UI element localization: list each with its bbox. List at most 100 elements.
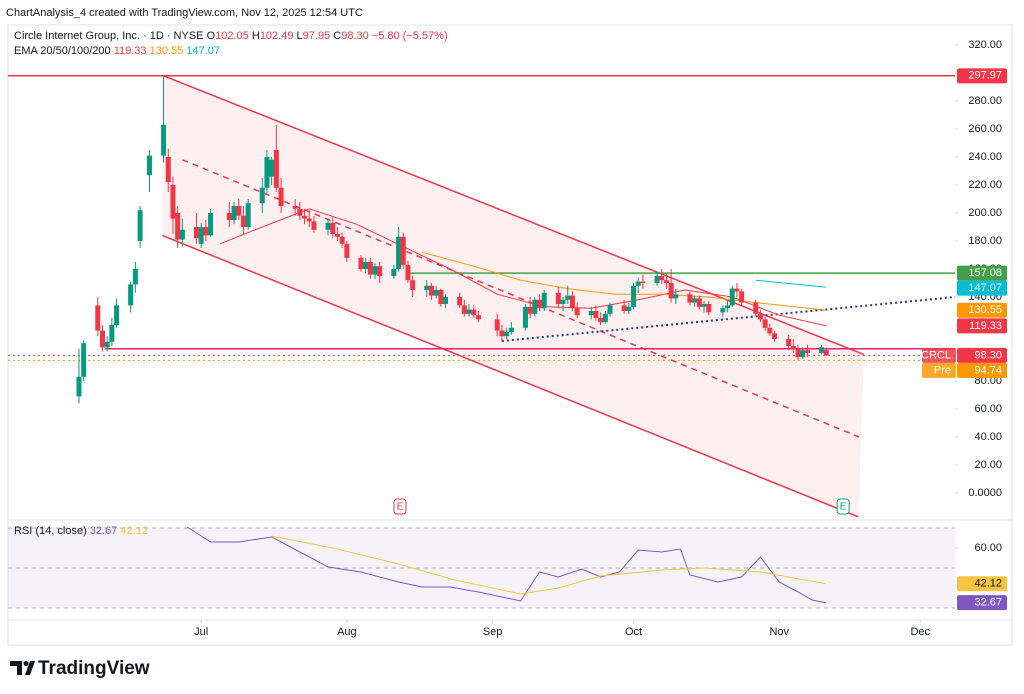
ema-value: 147.07 — [186, 45, 220, 57]
candle-body — [363, 261, 369, 269]
ohlc-value: 97.95 — [303, 30, 331, 42]
rsi-line — [271, 535, 827, 595]
candle-body — [325, 222, 331, 230]
price-tag-label: 119.33 — [969, 320, 1002, 332]
candle-body — [739, 291, 745, 303]
rsi-tick-label: 60.00 — [974, 542, 1002, 554]
ohlc-label: O — [207, 30, 216, 42]
candle-body — [757, 313, 763, 320]
rsi-label: RSI (14, close) — [14, 525, 87, 537]
price-tag-label: 297.97 — [968, 70, 1002, 82]
rsi-line — [186, 526, 827, 604]
ohlc-value: 102.49 — [260, 30, 294, 42]
tag-box — [922, 362, 956, 378]
plot-area: EE0.000020.0040.0060.0080.00100.00120.00… — [8, 39, 1007, 638]
candle-body — [400, 236, 406, 265]
candle-body — [443, 296, 449, 304]
candle-body — [508, 327, 514, 332]
y-tick-label: 220.00 — [968, 179, 1002, 191]
candle-body — [240, 215, 246, 227]
candle-body — [334, 233, 340, 237]
candle-body — [99, 330, 105, 348]
candle-body — [621, 305, 627, 311]
candle-body — [76, 376, 82, 397]
y-tick-label: 80.00 — [974, 375, 1002, 387]
candle-body — [146, 155, 152, 176]
candle-body — [104, 341, 110, 348]
candle-body — [396, 236, 402, 269]
candle-body — [198, 226, 204, 244]
logo-mark — [23, 661, 29, 666]
candle-body — [245, 203, 251, 227]
candle-body — [269, 159, 275, 177]
candle-body — [466, 309, 472, 314]
candle-body — [273, 149, 279, 188]
candle-body — [541, 292, 547, 309]
y-tick-label: 260.00 — [968, 123, 1002, 135]
candle-body — [95, 305, 101, 331]
x-tick-label: Aug — [337, 626, 357, 638]
candle-body — [555, 292, 561, 304]
candle-body — [438, 289, 444, 304]
event-marker — [393, 498, 407, 515]
candle-body — [372, 266, 378, 275]
candle-body — [231, 205, 237, 220]
ema-legend: EMA 20/50/100/200 119.33 130.55 147.07 — [14, 45, 220, 57]
candle-body — [767, 327, 773, 334]
rsi-tag — [957, 576, 1007, 592]
price-tag — [957, 68, 1007, 84]
y-tick-label: 200.00 — [968, 207, 1002, 219]
price-tag — [957, 347, 1007, 363]
candle-body — [494, 319, 500, 331]
rsi-value: 42.12 — [120, 525, 148, 537]
y-tick-label: 320.00 — [968, 39, 1002, 51]
candle-body — [461, 305, 467, 314]
candle-body — [631, 285, 637, 307]
candle-body — [161, 124, 167, 156]
rsi-legend: RSI (14, close) 32.67 42.12 — [14, 525, 148, 537]
candle-body — [344, 243, 350, 258]
candle-body — [823, 350, 829, 356]
candle-body — [800, 350, 806, 358]
ema-line — [219, 208, 827, 327]
brand-name: TradingView — [38, 658, 150, 679]
ema-label: EMA 20/50/100/200 — [14, 45, 111, 57]
candle-body — [137, 210, 143, 241]
candle-body — [132, 268, 138, 285]
brand-logo: TradingView — [10, 658, 150, 679]
candle-body — [687, 294, 693, 303]
candle-body — [607, 305, 613, 314]
candle-body — [696, 298, 702, 307]
candle-body — [428, 285, 434, 296]
candle-body — [165, 156, 171, 183]
candle-body — [259, 187, 265, 204]
candle-body — [729, 288, 735, 306]
candle-body — [81, 343, 87, 377]
candle-body — [522, 306, 528, 328]
candle-body — [302, 215, 308, 219]
price-tag-label: 157.08 — [968, 267, 1002, 279]
change: −5.80 (−5.57%) — [372, 30, 448, 42]
candle-body — [725, 305, 731, 309]
candle-body — [635, 281, 641, 286]
rsi-tag-label: 42.12 — [974, 578, 1002, 590]
ohlc-label: L — [297, 30, 303, 42]
candle-body — [532, 299, 538, 314]
candle-body — [339, 236, 345, 244]
candle-body — [330, 222, 336, 234]
y-tick-label: 0.0000 — [968, 487, 1002, 499]
candle-body — [193, 226, 199, 239]
candle-body — [654, 275, 660, 283]
candle-body — [175, 212, 181, 240]
tag-box — [922, 347, 956, 363]
candle-body — [306, 218, 312, 222]
candle-body — [790, 345, 796, 349]
y-tick-label: 280.00 — [968, 95, 1002, 107]
candle-body — [504, 331, 510, 337]
channel-fill — [162, 75, 864, 517]
x-tick-label: Dec — [910, 626, 930, 638]
candle-body — [692, 298, 698, 303]
price-tag — [957, 362, 1007, 378]
